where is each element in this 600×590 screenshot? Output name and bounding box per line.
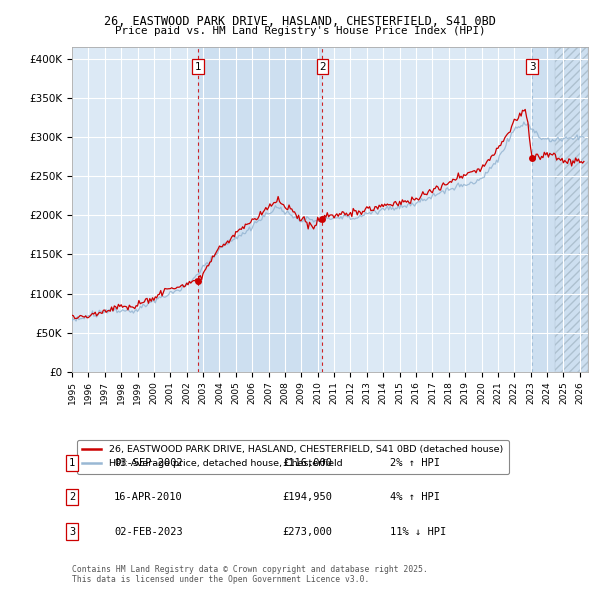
Bar xyxy=(532,47,588,372)
Text: 2% ↑ HPI: 2% ↑ HPI xyxy=(390,458,440,468)
Legend: 26, EASTWOOD PARK DRIVE, HASLAND, CHESTERFIELD, S41 0BD (detached house), HPI: A: 26, EASTWOOD PARK DRIVE, HASLAND, CHESTE… xyxy=(77,440,509,474)
Text: Price paid vs. HM Land Registry's House Price Index (HPI): Price paid vs. HM Land Registry's House … xyxy=(115,26,485,36)
Text: 11% ↓ HPI: 11% ↓ HPI xyxy=(390,527,446,536)
Bar xyxy=(555,47,588,372)
Text: 1: 1 xyxy=(69,458,75,468)
Text: £194,950: £194,950 xyxy=(282,493,332,502)
Text: 03-SEP-2002: 03-SEP-2002 xyxy=(114,458,183,468)
Text: 4% ↑ HPI: 4% ↑ HPI xyxy=(390,493,440,502)
Text: 02-FEB-2023: 02-FEB-2023 xyxy=(114,527,183,536)
Text: 2: 2 xyxy=(319,62,326,71)
Text: £116,000: £116,000 xyxy=(282,458,332,468)
Text: £273,000: £273,000 xyxy=(282,527,332,536)
Text: 1: 1 xyxy=(194,62,201,71)
Text: Contains HM Land Registry data © Crown copyright and database right 2025.
This d: Contains HM Land Registry data © Crown c… xyxy=(72,565,428,584)
Text: 3: 3 xyxy=(69,527,75,536)
Text: 3: 3 xyxy=(529,62,535,71)
Text: 16-APR-2010: 16-APR-2010 xyxy=(114,493,183,502)
Text: 2: 2 xyxy=(69,493,75,502)
Text: 26, EASTWOOD PARK DRIVE, HASLAND, CHESTERFIELD, S41 0BD: 26, EASTWOOD PARK DRIVE, HASLAND, CHESTE… xyxy=(104,15,496,28)
Bar xyxy=(197,47,322,372)
